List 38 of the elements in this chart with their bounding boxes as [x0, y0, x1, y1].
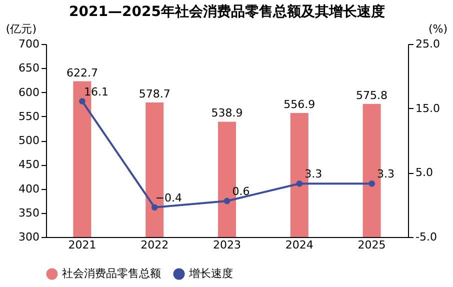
y-axis-title: (亿元) [6, 22, 36, 36]
y-tick-label: 400 [18, 182, 40, 196]
data-label: 16.1 [84, 85, 108, 98]
y-tick-label: 700 [18, 38, 40, 50]
y-tick-label: 350 [18, 206, 40, 220]
point [79, 98, 86, 104]
y-tick-label: 450 [18, 158, 40, 172]
point [224, 198, 230, 204]
x-tick-label: 2024 [285, 238, 314, 252]
y-tick-label: 550 [18, 110, 40, 123]
x-tick-label: 2021 [68, 238, 96, 252]
x-tick-label: 2023 [213, 238, 241, 252]
data-label: −0.4 [155, 191, 182, 204]
chart-title: 2021—2025年社会消费品零售总额及其增长速度 [69, 3, 385, 20]
y2-tick-label: 5.0 [416, 166, 433, 180]
data-label: 622.7 [66, 66, 98, 80]
data-label: 575.8 [356, 88, 388, 102]
y-tick-label: 650 [18, 62, 40, 75]
x-tick-label: 2022 [140, 238, 169, 252]
y2-axis-title: (%) [428, 22, 448, 36]
x-tick-label: 2025 [358, 238, 386, 252]
data-label: 3.3 [304, 168, 322, 181]
y2-tick-label: 25.0 [416, 38, 440, 50]
point [151, 204, 158, 211]
y2-tick-label: -5.0 [416, 230, 437, 244]
legend-label: 增长速度 [188, 267, 233, 280]
data-label: 0.6 [232, 184, 250, 198]
data-label: 578.7 [138, 88, 170, 101]
y-tick-label: 600 [18, 86, 40, 99]
y-tick-label: 300 [18, 230, 40, 244]
point [368, 180, 375, 187]
legend-label: 社会消费品零售总额 [62, 267, 161, 280]
data-label: 538.9 [211, 106, 243, 120]
y-tick-label: 500 [18, 134, 40, 147]
y2-tick-label: 15.0 [416, 102, 440, 115]
data-label: 556.9 [284, 98, 316, 112]
point [296, 180, 303, 187]
data-label: 3.3 [377, 168, 395, 181]
